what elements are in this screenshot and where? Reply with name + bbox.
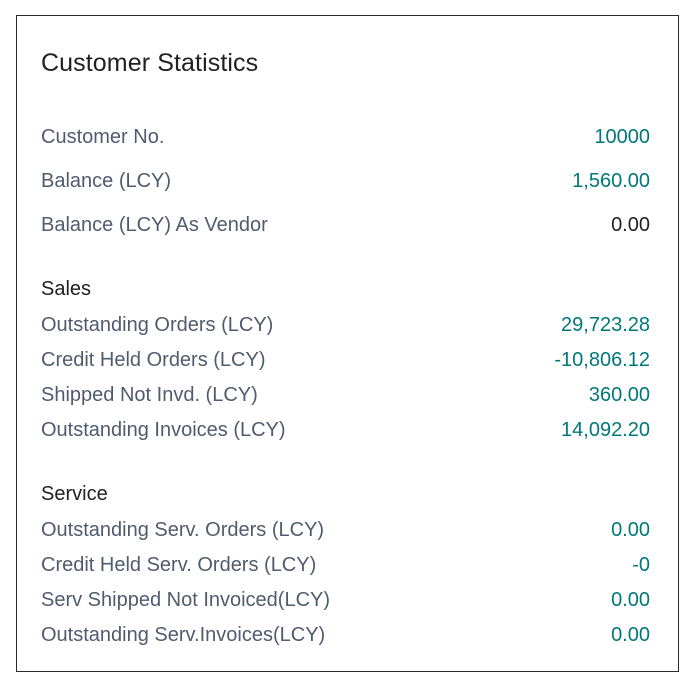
field-outstanding-serv-orders: Outstanding Serv. Orders (LCY) 0.00: [41, 517, 650, 543]
field-label: Outstanding Serv.Invoices(LCY): [41, 623, 326, 646]
customer-no-link[interactable]: 10000: [594, 125, 650, 148]
serv-shipped-not-invoiced-link[interactable]: 0.00: [611, 588, 650, 611]
field-credit-held-orders: Credit Held Orders (LCY) -10,806.12: [41, 347, 650, 373]
credit-held-serv-orders-link[interactable]: -0: [632, 553, 650, 576]
credit-held-orders-link[interactable]: -10,806.12: [554, 348, 650, 371]
field-label: Outstanding Invoices (LCY): [41, 418, 286, 441]
field-label: Balance (LCY): [41, 169, 172, 192]
field-outstanding-serv-invoices: Outstanding Serv.Invoices(LCY) 0.00: [41, 622, 650, 648]
field-customer-no: Customer No. 10000: [41, 124, 650, 150]
outstanding-invoices-link[interactable]: 14,092.20: [561, 418, 650, 441]
outstanding-serv-orders-link[interactable]: 0.00: [611, 518, 650, 541]
field-credit-held-serv-orders: Credit Held Serv. Orders (LCY) -0: [41, 552, 650, 578]
service-section-heading: Service: [41, 483, 108, 505]
field-label: Customer No.: [41, 125, 165, 148]
field-shipped-not-invoiced: Shipped Not Invd. (LCY) 360.00: [41, 382, 650, 408]
field-label: Serv Shipped Not Invoiced(LCY): [41, 588, 331, 611]
outstanding-serv-invoices-link[interactable]: 0.00: [611, 623, 650, 646]
field-label: Balance (LCY) As Vendor: [41, 213, 268, 236]
field-serv-shipped-not-invoiced: Serv Shipped Not Invoiced(LCY) 0.00: [41, 587, 650, 613]
outstanding-orders-link[interactable]: 29,723.28: [561, 313, 650, 336]
balance-as-vendor-value: 0.00: [611, 213, 650, 236]
field-label: Credit Held Orders (LCY): [41, 348, 266, 371]
card-title: Customer Statistics: [41, 49, 259, 77]
sales-section-heading: Sales: [41, 278, 92, 300]
customer-statistics-card: Customer Statistics Customer No. 10000 B…: [16, 15, 679, 672]
field-outstanding-invoices: Outstanding Invoices (LCY) 14,092.20: [41, 417, 650, 443]
field-outstanding-orders: Outstanding Orders (LCY) 29,723.28: [41, 312, 650, 338]
field-label: Outstanding Orders (LCY): [41, 313, 274, 336]
field-label: Outstanding Serv. Orders (LCY): [41, 518, 325, 541]
field-balance-lcy: Balance (LCY) 1,560.00: [41, 168, 650, 194]
field-balance-lcy-as-vendor: Balance (LCY) As Vendor 0.00: [41, 212, 650, 238]
field-label: Credit Held Serv. Orders (LCY): [41, 553, 317, 576]
shipped-not-invoiced-link[interactable]: 360.00: [588, 383, 650, 406]
balance-lcy-link[interactable]: 1,560.00: [572, 169, 650, 192]
field-label: Shipped Not Invd. (LCY): [41, 383, 258, 406]
